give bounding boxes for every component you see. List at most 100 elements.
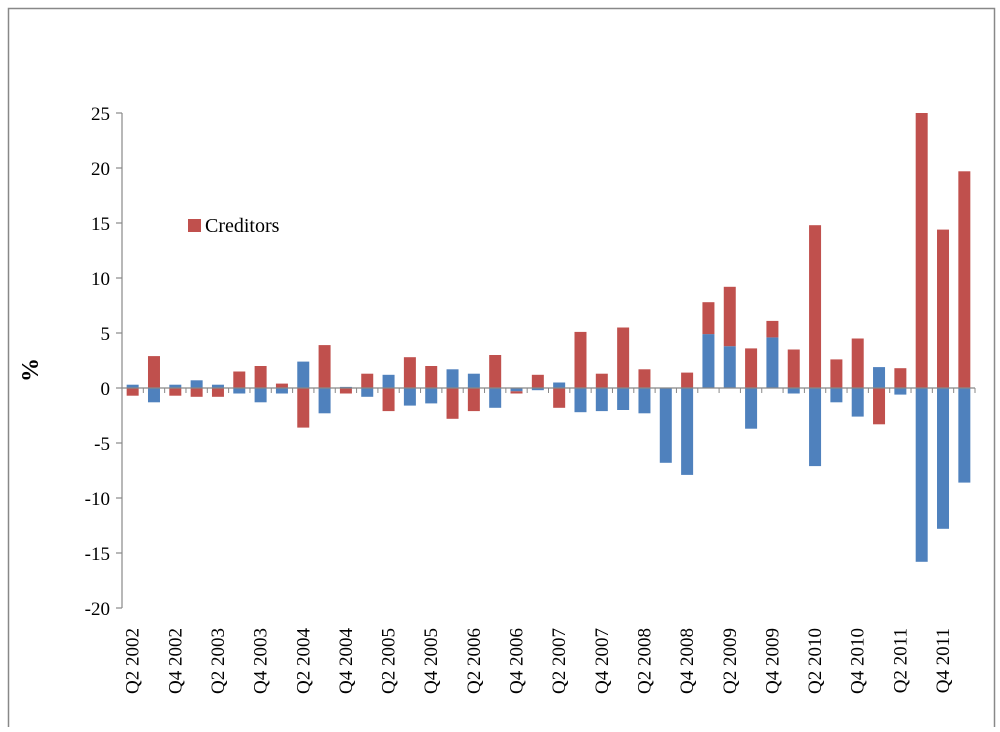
x-tick-label: Q4 2004 [336, 628, 357, 694]
bar [190, 380, 203, 388]
chart-frame [7, 7, 996, 732]
y-tick-label: 20 [91, 159, 110, 180]
y-tick-label: 5 [101, 324, 111, 345]
legend-swatch [188, 219, 201, 232]
bar [937, 388, 950, 529]
x-tick-label: Q4 2009 [762, 628, 783, 694]
bar [723, 286, 736, 347]
y-tick-label: -5 [94, 434, 110, 455]
bar [254, 366, 267, 388]
bar [681, 372, 694, 388]
y-tick-label: 25 [91, 104, 110, 125]
bar [318, 388, 331, 414]
bar [617, 388, 630, 410]
bar [617, 327, 630, 388]
bar [489, 388, 502, 408]
bar [766, 337, 779, 388]
bar [126, 384, 139, 388]
y-tick-label: 15 [91, 214, 110, 235]
legend-label: Creditors [205, 215, 280, 237]
bar [595, 388, 608, 412]
bar [851, 338, 864, 388]
bar [766, 320, 779, 338]
bar [190, 388, 203, 397]
bar [147, 356, 160, 388]
bar [297, 361, 310, 388]
y-tick-label: -15 [85, 544, 110, 565]
bar [425, 388, 438, 404]
bar [318, 345, 331, 388]
bar [510, 388, 523, 392]
x-tick-label: Q2 2008 [634, 628, 655, 694]
bar [467, 388, 480, 412]
x-tick-label: Q2 2006 [464, 628, 485, 694]
y-tick-label: -10 [85, 489, 110, 510]
x-tick-label: Q4 2011 [933, 628, 954, 693]
bar [809, 225, 822, 388]
bar [489, 355, 502, 388]
bar [830, 388, 843, 403]
bar [531, 388, 544, 391]
bar [382, 374, 395, 388]
bar [574, 331, 587, 388]
bar [787, 388, 800, 394]
x-tick-label: Q4 2008 [677, 628, 698, 694]
bar [361, 388, 374, 397]
bar [574, 388, 587, 413]
bar [553, 388, 566, 408]
x-tick-label: Q4 2005 [421, 628, 442, 694]
bar [211, 384, 224, 388]
bar [254, 388, 267, 403]
bar [595, 373, 608, 388]
bar [745, 388, 758, 429]
bar [681, 388, 694, 475]
bar [275, 383, 288, 388]
x-tick-label: Q4 2003 [251, 628, 272, 694]
bar [723, 346, 736, 388]
bar [147, 388, 160, 403]
bar [745, 348, 758, 388]
x-tick-label: Q2 2007 [549, 628, 570, 694]
x-tick-label: Q2 2009 [720, 628, 741, 694]
x-tick-label: Q2 2010 [805, 628, 826, 694]
legend: Creditors [188, 212, 301, 240]
bar [361, 373, 374, 388]
y-tick-label: 0 [101, 379, 111, 400]
bar [425, 366, 438, 388]
x-tick-label: Q2 2002 [123, 628, 144, 694]
bar [638, 369, 651, 388]
x-tick-label: Q2 2003 [208, 628, 229, 694]
bar [297, 388, 310, 428]
y-axis-label: % [18, 358, 44, 382]
bar [169, 388, 182, 396]
bar [275, 388, 288, 394]
bar [659, 388, 672, 463]
x-tick-label: Q2 2004 [293, 628, 314, 694]
bar [403, 388, 416, 406]
bar [467, 373, 480, 388]
bar [702, 334, 715, 388]
y-tick-label: -20 [85, 599, 110, 620]
bar [510, 391, 523, 394]
bar [531, 374, 544, 388]
bar [915, 113, 928, 388]
bar [233, 371, 246, 388]
bar [403, 357, 416, 388]
bar [339, 388, 352, 394]
y-tick-label: 10 [91, 269, 110, 290]
bar [211, 388, 224, 397]
x-tick-label: Q4 2010 [848, 628, 869, 694]
bar [894, 368, 907, 388]
bar [958, 388, 971, 483]
x-tick-label: Q2 2011 [890, 628, 911, 693]
bar [787, 349, 800, 388]
bar [873, 367, 886, 388]
bar [851, 388, 864, 417]
x-tick-label: Q2 2005 [379, 628, 400, 694]
bar [937, 229, 950, 388]
bar [638, 388, 651, 414]
bar [809, 388, 822, 467]
bar [830, 359, 843, 388]
